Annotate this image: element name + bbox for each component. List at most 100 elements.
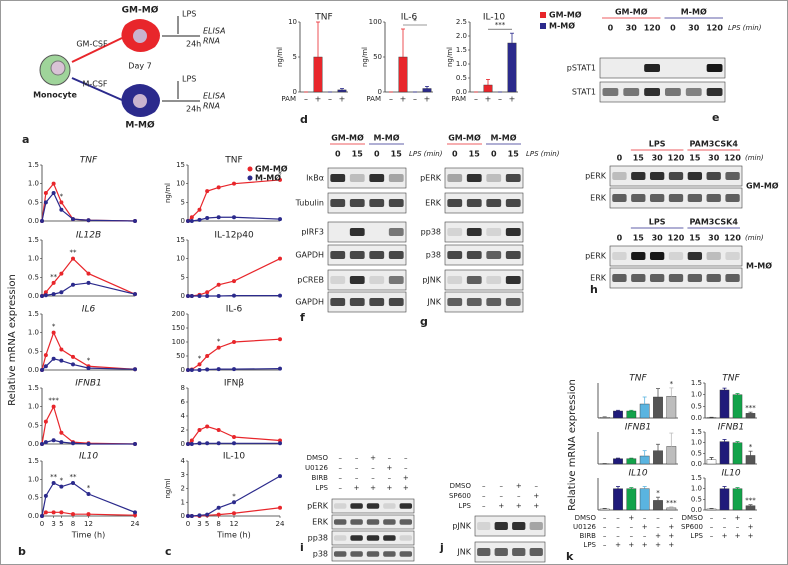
blot-band — [349, 276, 365, 284]
y-tick-label: 5 — [181, 198, 185, 206]
row-label: pSTAT1 — [567, 64, 596, 73]
data-point — [40, 294, 44, 298]
x-axis-label: PAM — [281, 95, 296, 103]
blot-band — [706, 64, 723, 72]
blot-membrane — [327, 244, 407, 266]
group-label: LPS — [649, 218, 666, 227]
lane-label: 15 — [469, 150, 481, 159]
legend-swatch — [540, 12, 546, 18]
significance: *** — [48, 397, 59, 405]
significance: ** — [50, 473, 58, 481]
condition-sign: – — [355, 474, 359, 482]
blot-band — [466, 199, 482, 207]
data-point — [197, 207, 202, 212]
panel-label: a — [22, 133, 29, 146]
blot-band — [644, 64, 660, 72]
x-axis-label: PAM — [451, 95, 466, 103]
y-tick-label: 2 — [181, 485, 185, 493]
blot-band — [687, 274, 703, 282]
data-point — [232, 435, 236, 439]
condition-sign: – — [603, 523, 607, 531]
x-tick-label: + — [424, 95, 431, 104]
legend-label: GM-MØ — [549, 10, 582, 20]
bar — [745, 413, 756, 419]
gm-label: GM-MØ — [122, 5, 159, 16]
x-tick-label: 24 — [131, 520, 140, 528]
x-axis-label: Time (h) — [216, 531, 250, 540]
y-tick-label: 4 — [181, 412, 186, 420]
blot-band — [349, 228, 365, 236]
y-axis-label: Relative mRNA expression — [7, 274, 18, 406]
condition-sign: – — [482, 502, 486, 510]
condition-sign: – — [338, 464, 342, 472]
condition-sign: + — [403, 484, 409, 492]
row-label: pERK — [307, 502, 329, 511]
legend-label: GM-MØ — [255, 164, 288, 174]
condition-sign: + — [516, 482, 522, 490]
x-tick-label: – — [389, 95, 393, 104]
blot-band — [486, 228, 502, 236]
row-label: ERK — [425, 199, 442, 208]
data-point — [86, 218, 91, 223]
data-point — [232, 367, 236, 372]
lane-label: 120 — [668, 154, 685, 163]
condition-sign: + — [628, 514, 634, 522]
data-point — [71, 354, 75, 359]
group-label: M-MØ — [490, 133, 516, 143]
data-point — [205, 512, 210, 517]
legend-marker — [247, 166, 253, 172]
data-point — [205, 290, 210, 295]
condition-sign: + — [668, 541, 674, 549]
blot-band — [631, 194, 646, 202]
row-label: Tubulin — [295, 199, 324, 208]
data-point — [43, 493, 48, 498]
data-point — [232, 279, 236, 284]
blot-band — [349, 199, 365, 207]
condition-name: LPS — [583, 541, 596, 549]
blot-band — [603, 64, 619, 72]
blot-band — [383, 535, 396, 541]
row-label: pp38 — [421, 228, 441, 237]
legend-swatch — [540, 23, 546, 29]
y-tick-label: 1.0 — [456, 60, 467, 68]
blot-band — [486, 199, 502, 207]
blot-band — [631, 172, 646, 180]
significance: * — [278, 170, 282, 178]
data-point — [43, 293, 48, 298]
y-tick-label: 15 — [176, 161, 185, 169]
condition-sign: – — [616, 532, 620, 540]
schematic: Monocyte GM-CSF M-CSF GM-MØ M-MØ Day 7 L… — [33, 5, 225, 131]
data-point — [133, 442, 137, 446]
blot-membrane — [327, 221, 407, 243]
blot-band — [369, 298, 385, 306]
lane-label: 15 — [508, 150, 520, 159]
blot-band — [388, 251, 404, 259]
y-tick-label: 2.0 — [456, 32, 467, 40]
data-point — [51, 191, 56, 195]
condition-sign: – — [616, 523, 620, 531]
data-point — [186, 294, 190, 298]
data-point — [216, 512, 221, 517]
condition-sign: – — [643, 532, 647, 540]
blot-band — [366, 535, 380, 541]
data-point — [71, 362, 75, 367]
data-point — [40, 442, 44, 446]
condition-sign: + — [735, 514, 741, 522]
row-label: ERK — [590, 194, 607, 203]
blot-band — [486, 251, 502, 259]
row-label: GAPDH — [295, 251, 324, 260]
blot-band — [333, 519, 347, 525]
y-tick-label: 200 — [172, 310, 185, 318]
x-tick-label: + — [485, 95, 492, 104]
significance: *** — [666, 499, 677, 507]
condition-sign: + — [735, 532, 741, 540]
x-tick-label: – — [304, 95, 308, 104]
y-tick-label: 5 — [181, 273, 185, 281]
panel-label: f — [300, 311, 305, 324]
y-tick-label: 50 — [373, 53, 382, 61]
data-point — [43, 440, 48, 445]
group-label: M-MØ — [681, 7, 707, 17]
data-point — [43, 510, 48, 515]
y-tick-label: 10 — [176, 255, 185, 263]
